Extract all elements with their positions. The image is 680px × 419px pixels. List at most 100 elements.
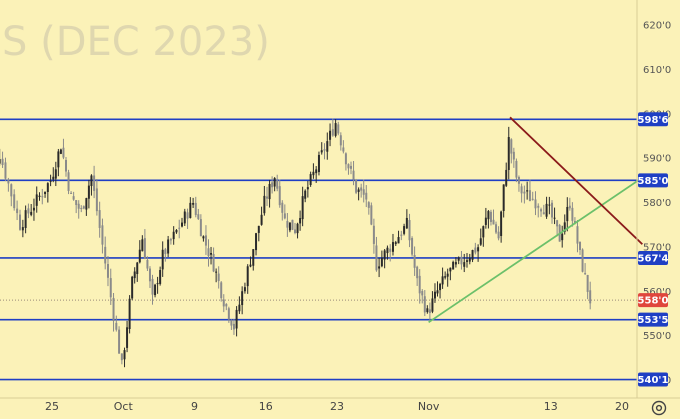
candle-body bbox=[444, 276, 447, 278]
candle-body bbox=[579, 241, 582, 250]
candle-body bbox=[118, 329, 121, 354]
candle-body bbox=[304, 190, 307, 199]
candle-body bbox=[27, 208, 30, 214]
candle-body bbox=[80, 207, 83, 209]
candle-body bbox=[337, 124, 340, 134]
candle-body bbox=[52, 176, 55, 180]
candle-body bbox=[372, 225, 375, 244]
level-badge-label: 540'1 bbox=[638, 375, 669, 386]
candle-body bbox=[64, 159, 67, 172]
candle-body bbox=[133, 271, 136, 279]
candle-body bbox=[320, 150, 323, 153]
candle-body bbox=[460, 256, 463, 265]
candle-body bbox=[477, 247, 480, 252]
x-tick-label: 23 bbox=[330, 400, 344, 413]
level-badge-bg bbox=[638, 250, 668, 265]
chart-watermark: S (DEC 2023) bbox=[2, 19, 270, 65]
candle-body bbox=[175, 229, 178, 233]
candle-body bbox=[123, 350, 126, 360]
candle-body bbox=[436, 290, 439, 294]
candle-body bbox=[497, 231, 500, 239]
candle-body bbox=[41, 196, 44, 198]
candle-body bbox=[589, 290, 592, 304]
candle-body bbox=[468, 257, 471, 262]
candle-body bbox=[257, 225, 260, 233]
candle-body bbox=[194, 202, 197, 216]
candle-body bbox=[517, 176, 520, 184]
candle-body bbox=[507, 137, 510, 170]
candle-body bbox=[484, 217, 487, 225]
candle-body bbox=[431, 298, 434, 312]
candle-body bbox=[222, 299, 225, 307]
candle-body bbox=[344, 153, 347, 165]
candle-body bbox=[30, 211, 33, 215]
candle-body bbox=[342, 147, 345, 152]
candle-body bbox=[159, 270, 162, 284]
candle-body bbox=[230, 320, 233, 326]
candle-body bbox=[416, 266, 419, 279]
candle-body bbox=[192, 203, 195, 205]
candle-body bbox=[540, 209, 543, 212]
candle-body bbox=[24, 210, 27, 229]
x-tick-label: Oct bbox=[114, 400, 134, 413]
candle-body bbox=[273, 178, 276, 187]
candle-body bbox=[317, 154, 320, 173]
candle-body bbox=[246, 266, 249, 287]
candle-body bbox=[515, 160, 518, 178]
candle-body bbox=[433, 291, 436, 299]
candle-body bbox=[301, 196, 304, 220]
candle-body bbox=[202, 236, 205, 239]
candle-body bbox=[143, 238, 146, 259]
candle-body bbox=[446, 273, 449, 277]
candle-body bbox=[520, 186, 523, 194]
level-badge-bg bbox=[638, 312, 668, 327]
x-tick-label: Nov bbox=[418, 400, 440, 413]
candle-body bbox=[62, 147, 65, 158]
candle-body bbox=[115, 322, 118, 330]
candle-body bbox=[405, 217, 408, 229]
candle-body bbox=[492, 219, 495, 225]
candle-body bbox=[556, 220, 559, 227]
candle-body bbox=[281, 202, 284, 213]
candle-body bbox=[426, 308, 429, 313]
candle-body bbox=[141, 239, 144, 252]
candle-body bbox=[299, 218, 302, 224]
candle-body bbox=[548, 204, 551, 206]
candle-body bbox=[148, 268, 151, 282]
candle-body bbox=[98, 210, 101, 228]
candle-body bbox=[495, 224, 498, 233]
candle-body bbox=[46, 183, 49, 193]
x-tick-label: 13 bbox=[544, 400, 558, 413]
candle-body bbox=[266, 196, 269, 199]
settings-gear-icon[interactable] bbox=[651, 400, 667, 416]
candle-body bbox=[271, 182, 274, 188]
candle-body bbox=[278, 186, 281, 206]
candle-body bbox=[19, 214, 22, 230]
candle-body bbox=[474, 247, 477, 253]
current-price-badge-label: 558'0 bbox=[638, 296, 669, 307]
candle-body bbox=[291, 219, 294, 230]
candle-body bbox=[362, 189, 365, 195]
candle-body bbox=[312, 171, 315, 176]
candle-body bbox=[439, 283, 442, 291]
candle-body bbox=[383, 250, 386, 260]
candle-body bbox=[360, 187, 363, 191]
candle-body bbox=[288, 222, 291, 231]
candle-body bbox=[367, 202, 370, 208]
candle-body bbox=[189, 202, 192, 218]
candle-body bbox=[418, 275, 421, 294]
candle-body bbox=[90, 175, 93, 187]
candle-body bbox=[394, 242, 397, 245]
candle-body bbox=[207, 248, 210, 257]
candle-body bbox=[534, 199, 537, 209]
level-badge-bg bbox=[638, 112, 668, 127]
candle-body bbox=[95, 188, 98, 212]
candle-body bbox=[581, 249, 584, 272]
candle-body bbox=[54, 169, 57, 179]
candle-body bbox=[294, 229, 297, 234]
candle-body bbox=[584, 273, 587, 275]
y-tick-label: 620'0 bbox=[643, 21, 671, 32]
candle-body bbox=[227, 308, 230, 320]
